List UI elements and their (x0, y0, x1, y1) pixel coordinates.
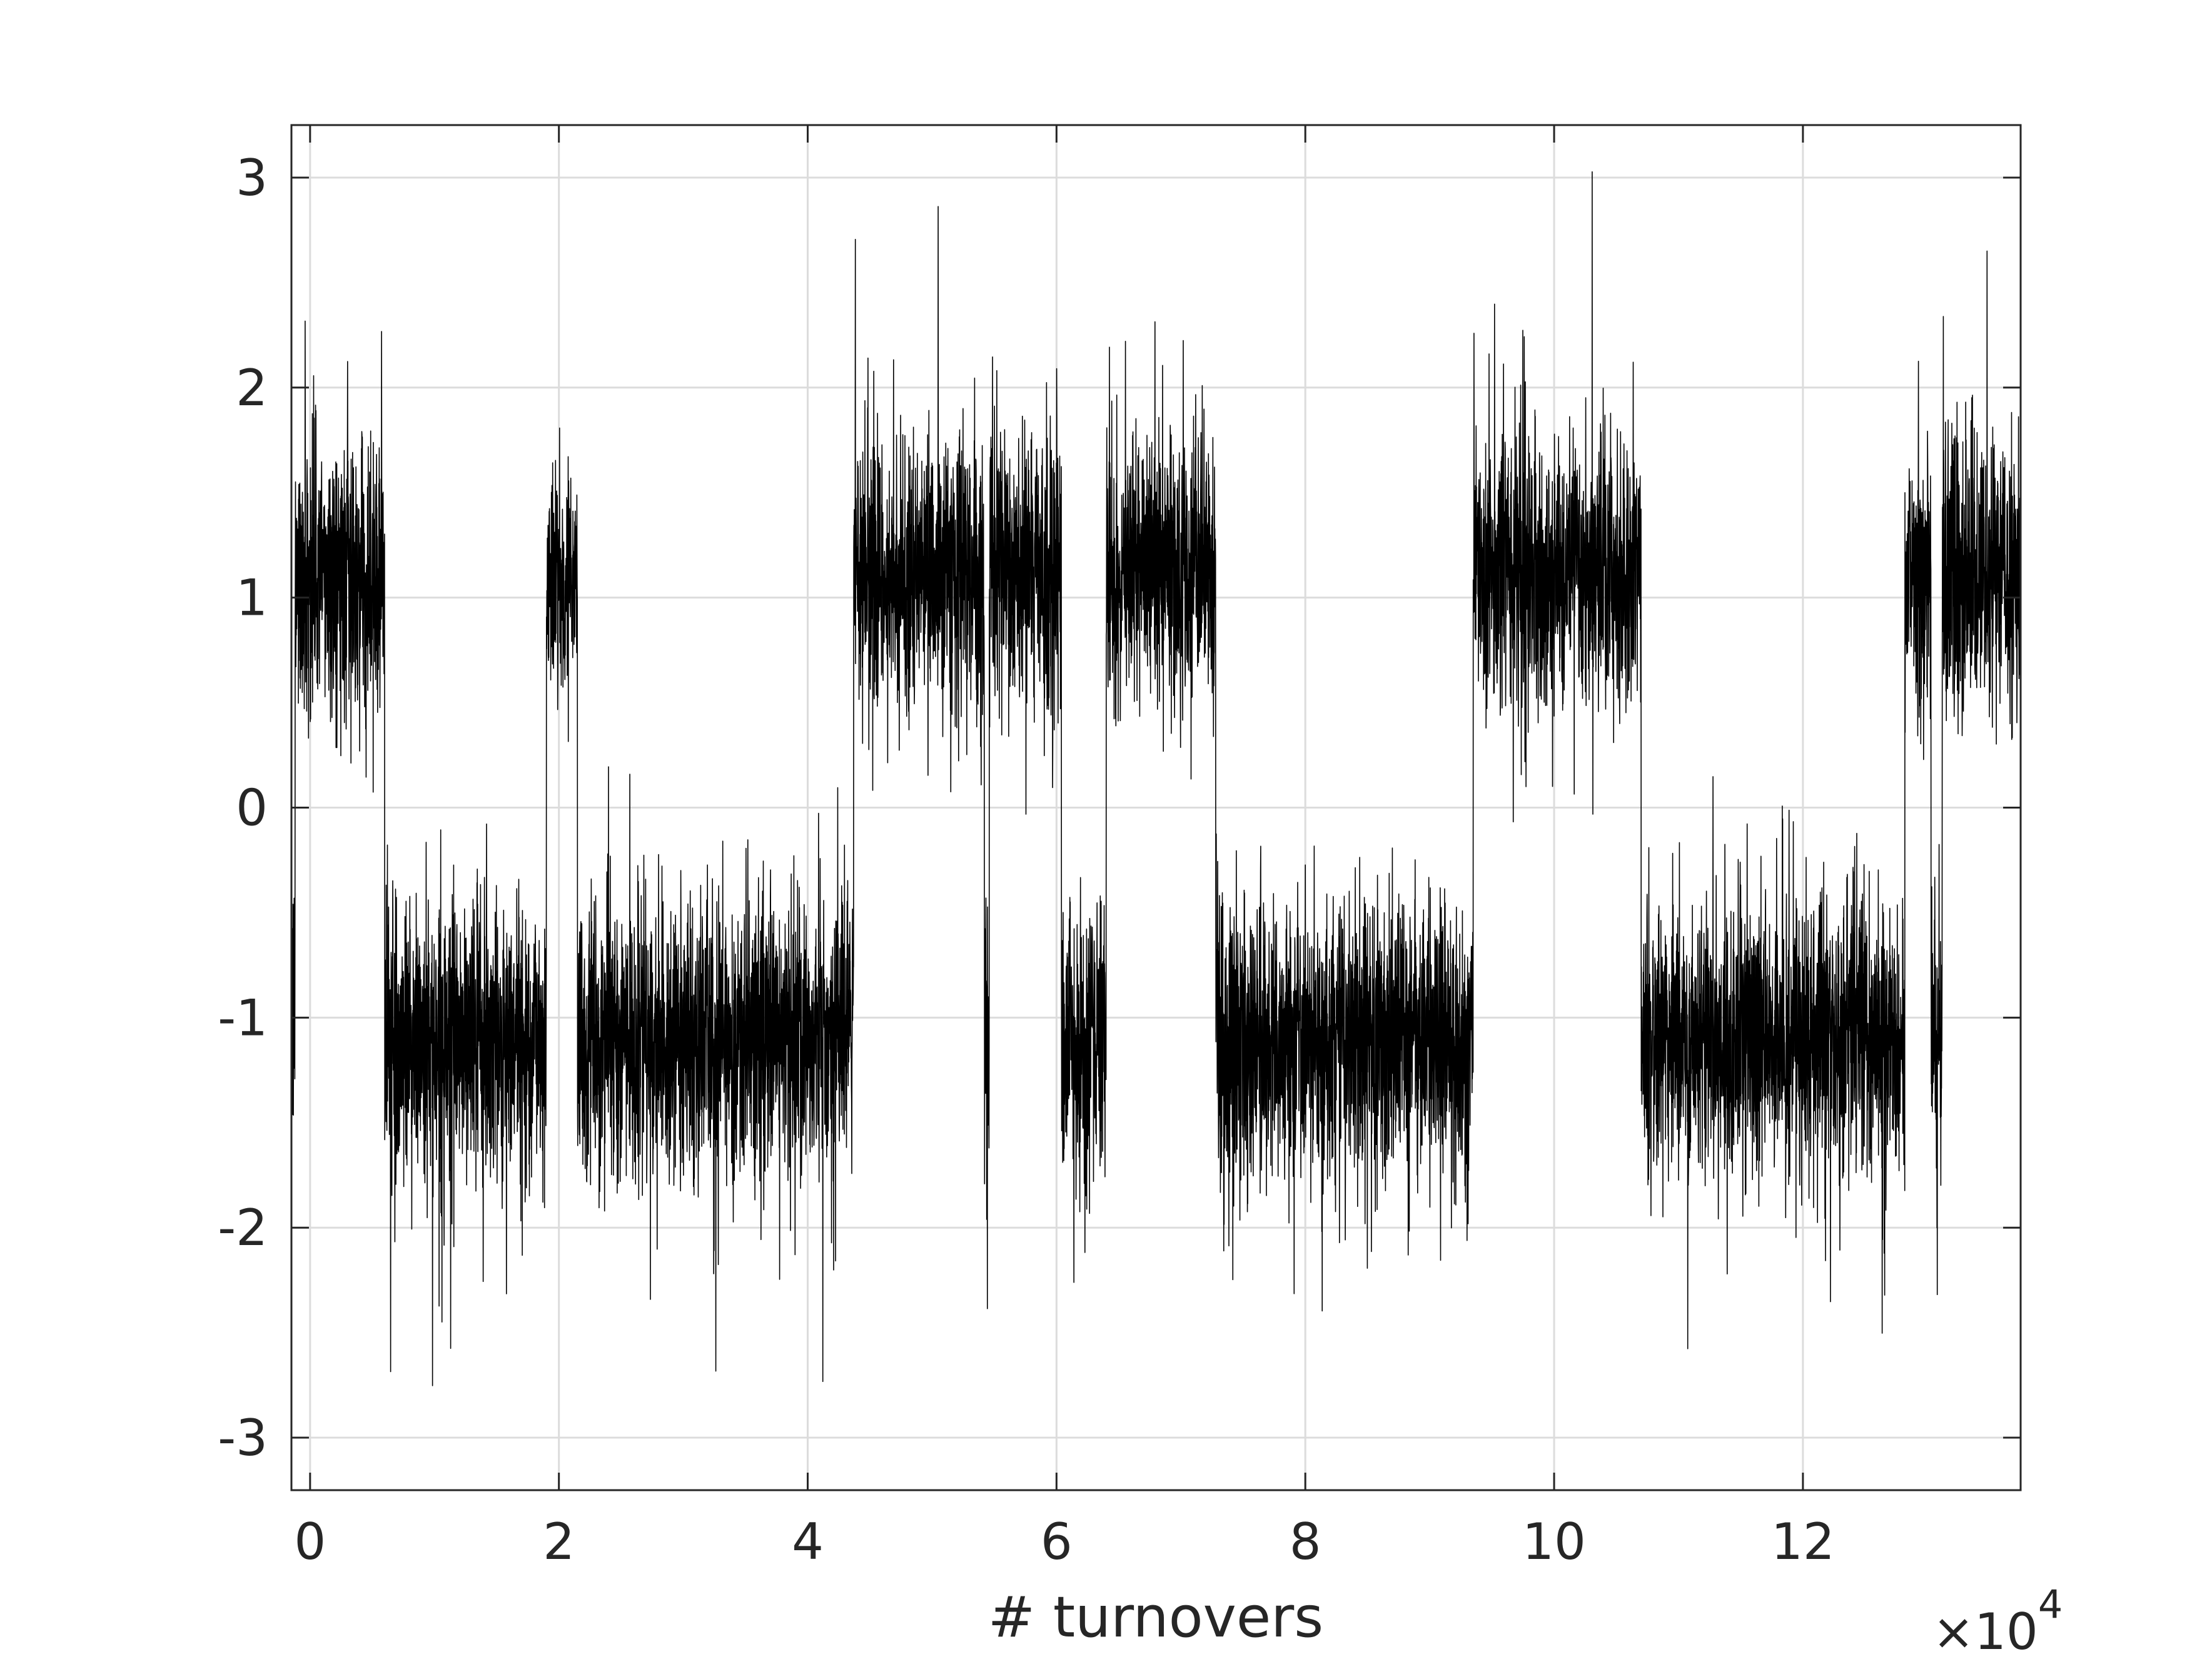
x-axis-multiplier-base: ×10 (1932, 1603, 2038, 1659)
series-trace-line (291, 171, 2021, 1386)
data-series-trace (291, 171, 2021, 1386)
x-tick-label: 4 (792, 1513, 824, 1571)
y-tick-label: -3 (218, 1409, 268, 1467)
y-tick-label: 3 (236, 149, 268, 207)
x-tick-label: 10 (1522, 1513, 1586, 1571)
x-tick-label: 12 (1771, 1513, 1835, 1571)
x-tick-label: 8 (1290, 1513, 1321, 1571)
y-tick-label: 1 (236, 569, 268, 627)
x-tick-label: 2 (543, 1513, 575, 1571)
x-axis-label: # turnovers (988, 1585, 1323, 1650)
x-axis-multiplier-exponent: 4 (2038, 1581, 2063, 1627)
y-tick-label: -1 (218, 989, 268, 1047)
y-tick-label: 0 (236, 779, 268, 837)
x-axis-multiplier: ×104 (1932, 1581, 2063, 1659)
y-tick-label: -2 (218, 1199, 268, 1257)
y-tick-label: 2 (236, 359, 268, 417)
x-tick-label: 6 (1041, 1513, 1073, 1571)
x-tick-label: 0 (294, 1513, 326, 1571)
ticks (291, 125, 2021, 1490)
